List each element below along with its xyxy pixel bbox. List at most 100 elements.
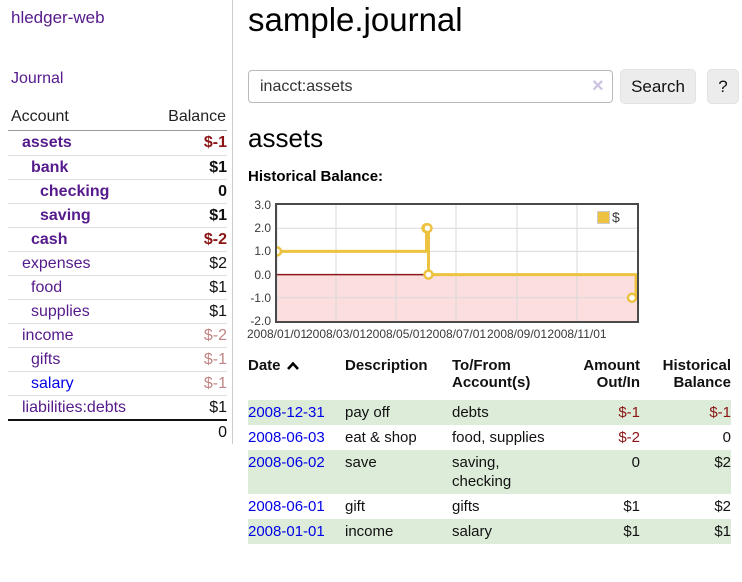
account-balance: $1 <box>209 302 227 320</box>
account-balance: $1 <box>209 278 227 296</box>
y-axis-tick-label: 1.0 <box>254 244 271 259</box>
transaction-accounts: debts <box>452 404 489 421</box>
transaction-description: eat & shop <box>345 429 417 446</box>
transaction-date-link[interactable]: 2008-06-02 <box>248 454 325 471</box>
account-balance: 0 <box>218 182 227 200</box>
account-balance: $-2 <box>203 230 227 248</box>
chart-heading: Historical Balance: <box>248 168 384 185</box>
y-axis-tick-label: 3.0 <box>254 198 271 212</box>
legend-swatch-icon <box>597 210 610 224</box>
legend-label: $ <box>612 209 620 225</box>
account-link[interactable]: cash <box>31 230 68 248</box>
transaction-balance: $2 <box>714 498 731 515</box>
account-balance: $-2 <box>203 326 227 344</box>
account-balance: $2 <box>209 254 227 272</box>
x-axis-tick-label: 2008/03/01 <box>305 327 367 341</box>
chart-legend: $ <box>597 209 620 225</box>
transaction-balance: $1 <box>714 523 731 540</box>
transaction-amount: $1 <box>623 498 640 515</box>
transaction-amount: $-2 <box>618 429 640 446</box>
register-header-accounts: To/From Account(s) <box>452 357 531 391</box>
account-link[interactable]: income <box>22 326 74 344</box>
x-axis-tick-label: 2008/11/01 <box>547 327 607 341</box>
account-balance: $-1 <box>203 134 227 151</box>
register-header-balance: Historical Balance <box>662 357 731 391</box>
register-header-amount: Amount Out/In <box>583 357 640 391</box>
x-axis-tick-label: 2008/09/01 <box>486 327 548 341</box>
y-axis-tick-label: -2.0 <box>250 314 271 328</box>
accounts-table-header: Account Balance <box>8 104 227 131</box>
account-link[interactable]: bank <box>31 158 69 176</box>
register-table: Date Description To/From Account(s) Amou… <box>248 357 731 544</box>
x-axis-tick-label: 2008/01/01 <box>246 327 308 341</box>
accounts-total-row: 0 <box>8 419 227 444</box>
transaction-balance: $2 <box>714 454 731 471</box>
transaction-accounts: salary <box>452 523 493 540</box>
register-header-description: Description <box>345 357 428 374</box>
transaction-date-link[interactable]: 2008-12-31 <box>248 404 325 421</box>
account-column-header: Account <box>11 108 69 125</box>
transaction-date-link[interactable]: 2008-06-03 <box>248 429 325 446</box>
account-heading: assets <box>248 123 324 153</box>
register-row: 2008-12-31 pay off debts $-1 $-1 <box>248 400 731 425</box>
account-row: salary $-1 <box>8 371 227 395</box>
app-title-link[interactable]: hledger-web <box>11 8 105 27</box>
account-link[interactable]: checking <box>40 182 110 200</box>
account-row: liabilities:debts $1 <box>8 395 227 419</box>
account-link[interactable]: gifts <box>31 350 61 368</box>
x-axis-tick-label: 2008/05/01 <box>365 327 427 341</box>
account-link[interactable]: food <box>31 278 63 296</box>
account-row: checking 0 <box>8 179 227 203</box>
page-title: sample.journal <box>248 1 463 38</box>
account-row: supplies $1 <box>8 299 227 323</box>
account-balance: $-1 <box>203 350 227 368</box>
register-header-date[interactable]: Date <box>248 357 345 391</box>
y-axis-tick-label: 2.0 <box>254 221 271 236</box>
account-row: cash $-2 <box>8 227 227 251</box>
transaction-description: income <box>345 523 394 540</box>
transaction-date-link[interactable]: 2008-06-01 <box>248 498 325 515</box>
accounts-table: Account Balance assets $-1 bank $1 checking 0… <box>8 104 227 444</box>
account-link[interactable]: liabilities:debts <box>22 398 127 416</box>
accounts-rows: assets $-1 bank $1 checking 0 saving $1 cash $-2 e… <box>8 131 227 419</box>
account-link[interactable]: supplies <box>31 302 90 320</box>
register-row: 2008-01-01 income salary $1 $1 <box>248 519 731 544</box>
account-link[interactable]: salary <box>31 374 74 392</box>
clear-search-icon[interactable]: × <box>592 75 604 97</box>
register-rows: 2008-12-31 pay off debts $-1 $-1 2008-06-03 ea… <box>248 400 731 544</box>
account-row: expenses $2 <box>8 251 227 275</box>
accounts-total-value: 0 <box>218 423 227 441</box>
transaction-description: pay off <box>345 404 390 421</box>
account-link[interactable]: saving <box>40 206 91 224</box>
register-row: 2008-06-03 eat & shop food, supplies $-2 0 <box>248 425 731 450</box>
account-row: food $1 <box>8 275 227 299</box>
sidebar-item-journal[interactable]: Journal <box>11 70 64 87</box>
date-header-label: Date <box>248 357 281 374</box>
transaction-accounts: saving, checking <box>452 454 512 490</box>
search-input[interactable] <box>248 70 613 103</box>
transaction-date-link[interactable]: 2008-01-01 <box>248 523 325 540</box>
account-balance: $-1 <box>203 374 227 392</box>
search-button[interactable]: Search <box>620 69 696 104</box>
transaction-amount: $1 <box>623 523 640 540</box>
transaction-balance: $-1 <box>709 404 731 421</box>
account-balance: $1 <box>209 158 227 176</box>
register-row: 2008-06-02 save saving, checking 0 $2 <box>248 450 731 494</box>
transaction-amount: 0 <box>631 454 640 471</box>
account-balance: $1 <box>209 398 227 416</box>
transaction-description: gift <box>345 498 366 515</box>
account-link[interactable]: expenses <box>22 254 91 272</box>
register-header-row: Date Description To/From Account(s) Amou… <box>248 357 731 391</box>
transaction-accounts: food, supplies <box>452 429 545 446</box>
transaction-accounts: gifts <box>452 498 480 515</box>
x-axis-tick-label: 2008/07/01 <box>425 327 487 341</box>
account-row: saving $1 <box>8 203 227 227</box>
transaction-balance: 0 <box>722 429 731 446</box>
account-link[interactable]: assets <box>22 134 72 151</box>
chart-plot-area <box>275 203 639 323</box>
help-button[interactable]: ? <box>707 69 739 104</box>
transaction-description: save <box>345 454 377 471</box>
sidebar: hledger-web Journal Account Balance asse… <box>0 0 233 444</box>
account-row: assets $-1 <box>8 131 227 155</box>
